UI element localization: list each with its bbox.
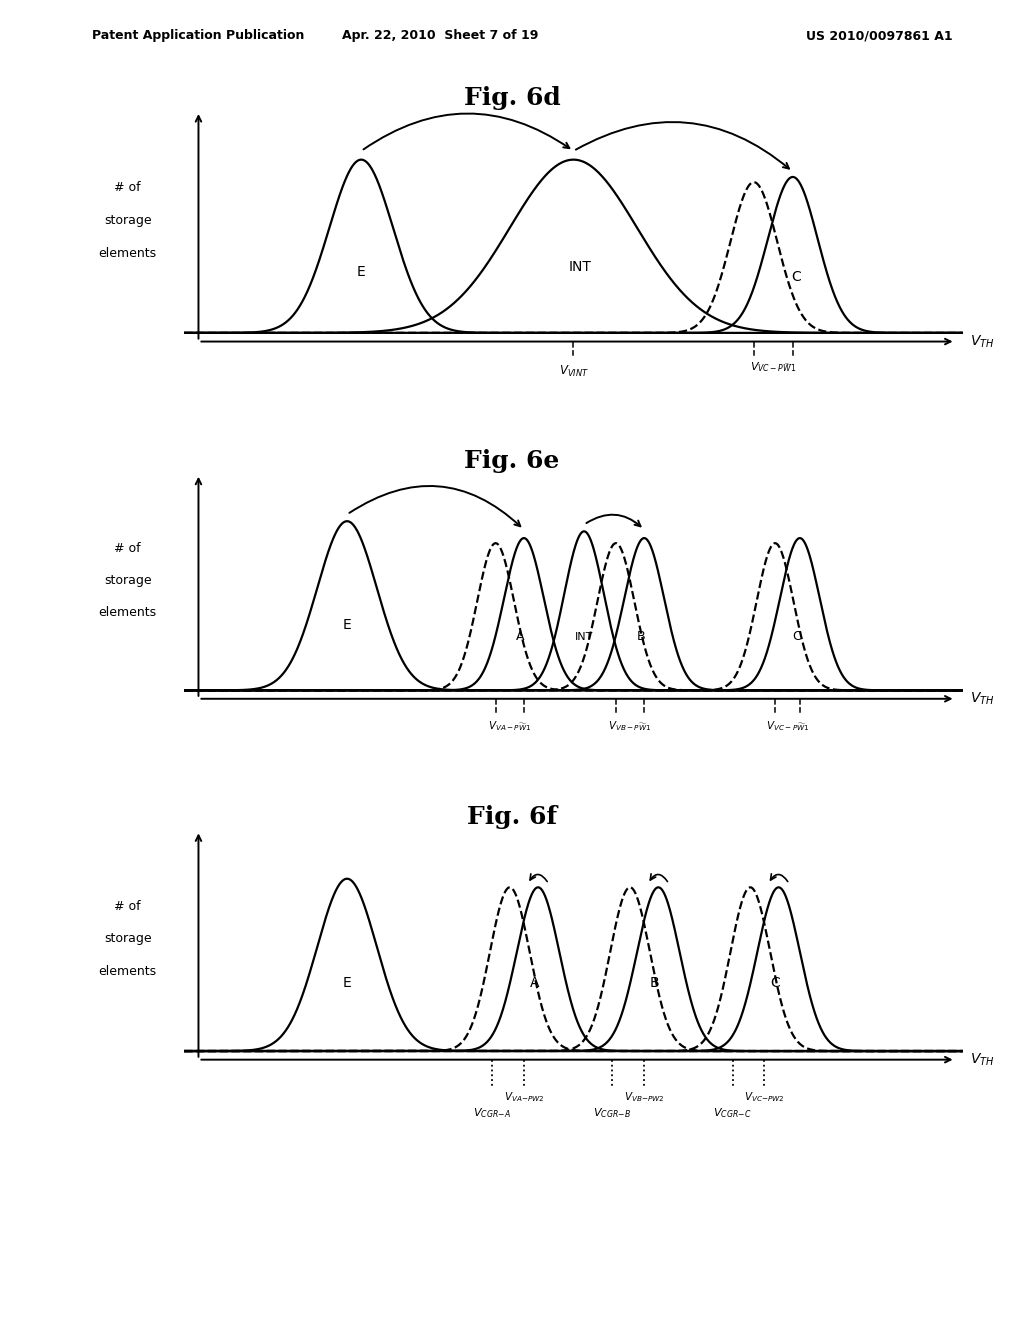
Text: $V_{VA-P\widetilde{W}1}$: $V_{VA-P\widetilde{W}1}$ [488,719,531,733]
Text: C: C [792,630,801,643]
Text: US 2010/0097861 A1: US 2010/0097861 A1 [806,29,952,42]
Text: C: C [770,977,780,990]
Text: B: B [650,977,659,990]
Text: elements: elements [98,247,157,260]
Text: INT: INT [574,631,593,642]
Text: A: A [516,630,524,643]
Text: $V_{CGR\mathrm{-}C}$: $V_{CGR\mathrm{-}C}$ [714,1106,752,1119]
Text: $V_{VB-P\widetilde{W}1}$: $V_{VB-P\widetilde{W}1}$ [608,719,652,733]
Text: Fig. 6e: Fig. 6e [464,449,560,473]
Text: $V_{VC\mathrm{-}PW2}$: $V_{VC\mathrm{-}PW2}$ [744,1090,784,1105]
Text: $V_{TH}$: $V_{TH}$ [970,690,994,708]
Text: INT: INT [569,260,592,275]
Text: E: E [343,977,351,990]
Text: storage: storage [103,932,152,945]
Text: $V_{TH}$: $V_{TH}$ [970,1052,994,1068]
Text: C: C [792,271,801,284]
Text: Patent Application Publication: Patent Application Publication [92,29,304,42]
Text: $V_{TH}$: $V_{TH}$ [970,334,994,350]
Text: A: A [529,977,540,990]
Text: E: E [343,619,351,632]
Text: E: E [356,265,366,280]
Text: $V_{CGR\mathrm{-}B}$: $V_{CGR\mathrm{-}B}$ [594,1106,631,1119]
Text: # of: # of [115,900,141,912]
Text: elements: elements [98,965,157,978]
Text: Apr. 22, 2010  Sheet 7 of 19: Apr. 22, 2010 Sheet 7 of 19 [342,29,539,42]
Text: $V_{VB\mathrm{-}PW2}$: $V_{VB\mathrm{-}PW2}$ [624,1090,665,1105]
Text: storage: storage [103,574,152,587]
Text: elements: elements [98,606,157,619]
Text: $V_{VC-P\widetilde{W}1}$: $V_{VC-P\widetilde{W}1}$ [766,719,809,733]
Text: $V_{VC-P\widetilde{W}1}$: $V_{VC-P\widetilde{W}1}$ [750,360,797,375]
Text: B: B [636,630,645,643]
Text: Fig. 6f: Fig. 6f [467,805,557,829]
Text: storage: storage [103,214,152,227]
Text: # of: # of [115,541,141,554]
Text: $V_{CGR\mathrm{-}A}$: $V_{CGR\mathrm{-}A}$ [473,1106,511,1119]
Text: # of: # of [115,181,141,194]
Text: Fig. 6d: Fig. 6d [464,86,560,110]
Text: $V_{VINT}$: $V_{VINT}$ [558,364,589,379]
Text: $V_{VA\mathrm{-}PW2}$: $V_{VA\mathrm{-}PW2}$ [504,1090,544,1105]
